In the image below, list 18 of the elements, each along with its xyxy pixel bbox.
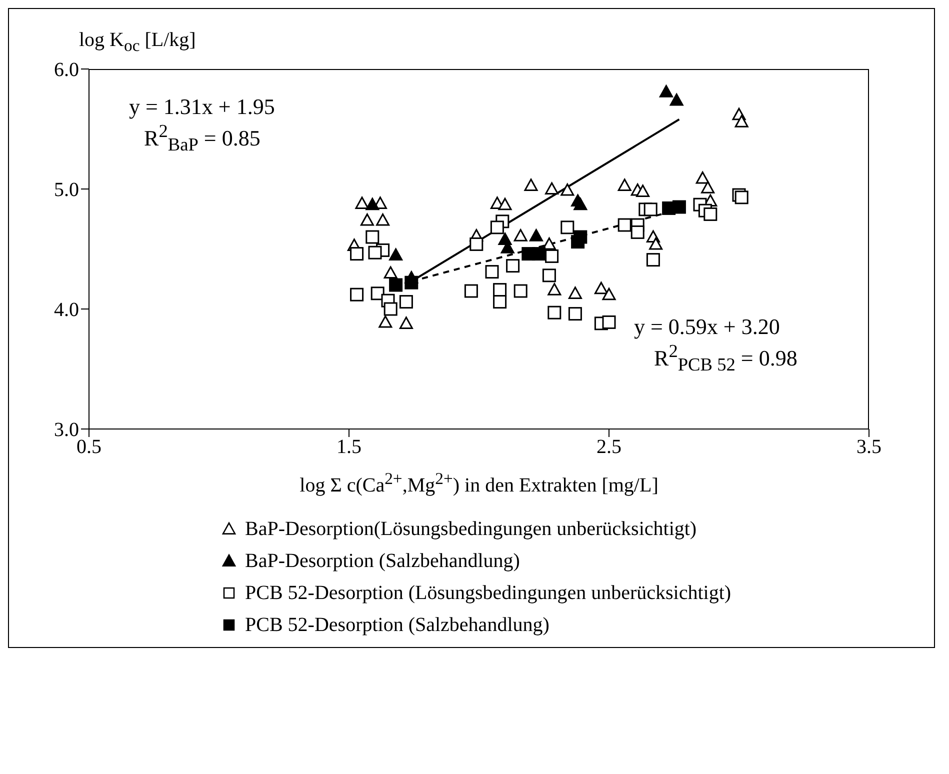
legend-label: PCB 52-Desorption (Salzbehandlung) xyxy=(245,614,550,636)
annotation: y = 0.59x + 3.20 xyxy=(634,314,780,340)
x-tick-label: 2.5 xyxy=(596,436,622,458)
y-tick-label: 5.0 xyxy=(54,179,79,202)
x-tick-label: 3.5 xyxy=(856,436,882,458)
annotation: R$^{2}$$_{BaP}$ = 0.85 xyxy=(144,121,260,156)
annotation: R$^{2}$$_{PCB 52}$ = 0.98 xyxy=(654,341,798,376)
legend-label: PCB 52-Desorption (Lösungsbedingungen unberücksichtigt) xyxy=(245,582,732,604)
y-axis-title: log K$_{oc}$ [L/kg] xyxy=(79,29,196,56)
x-axis-title: log Σ c(Ca$^{2+}$,Mg$^{2+}$) in den Extrakten [mg/L] xyxy=(298,469,660,498)
x-tick-label: 1.5 xyxy=(336,436,362,458)
y-tick-label: 3.0 xyxy=(54,419,79,442)
legend-label: BaP-Desorption (Salzbehandlung) xyxy=(245,550,520,572)
y-tick-label: 6.0 xyxy=(54,59,79,82)
annotation: y = 1.31x + 1.95 xyxy=(129,94,275,120)
x-tick-label: 0.5 xyxy=(76,436,102,458)
legend-label: BaP-Desorption(Lösungsbedingungen unberücksichtigt) xyxy=(245,518,697,540)
y-tick-label: 4.0 xyxy=(54,299,79,322)
